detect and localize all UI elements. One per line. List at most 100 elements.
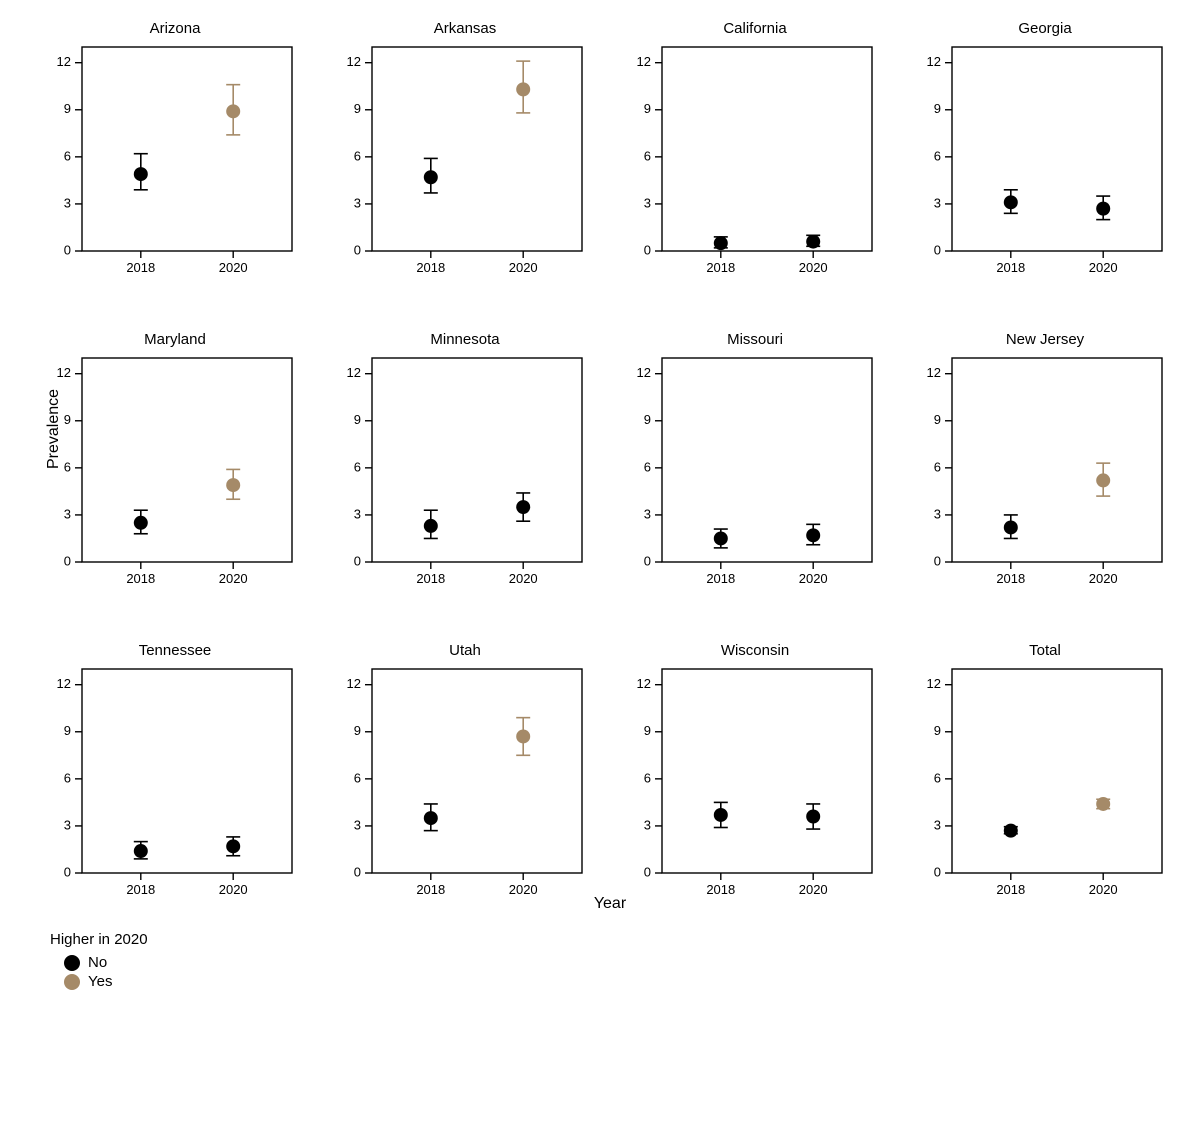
x-tick-label: 2020 xyxy=(1089,260,1118,275)
panel-svg: 03691220182020 xyxy=(920,41,1170,281)
chart-panel: Total03691220182020 xyxy=(920,642,1170,903)
data-marker xyxy=(1096,797,1110,811)
y-axis-label: Prevalence xyxy=(45,389,63,469)
plot-frame xyxy=(82,47,292,251)
panel-svg: 03691220182020 xyxy=(50,663,300,903)
y-tick-label: 0 xyxy=(354,864,361,879)
y-tick-label: 6 xyxy=(644,770,651,785)
plot-frame xyxy=(372,358,582,562)
panel-title: Arizona xyxy=(150,20,201,37)
legend-dot-icon xyxy=(64,955,80,971)
y-tick-label: 12 xyxy=(927,676,941,691)
y-tick-label: 3 xyxy=(644,817,651,832)
panel-svg: 03691220182020 xyxy=(340,41,590,281)
data-marker xyxy=(424,519,438,533)
x-tick-label: 2020 xyxy=(1089,571,1118,586)
panel-svg: 03691220182020 xyxy=(630,41,880,281)
data-marker xyxy=(1004,520,1018,534)
y-tick-label: 3 xyxy=(64,506,71,521)
panel-title: California xyxy=(723,20,786,37)
data-marker xyxy=(1004,195,1018,209)
y-tick-label: 0 xyxy=(644,864,651,879)
chart-panel: California 03691220182020 xyxy=(630,20,880,281)
data-marker xyxy=(424,170,438,184)
panel-svg: 03691220182020 xyxy=(340,352,590,592)
y-tick-label: 0 xyxy=(934,242,941,257)
data-marker xyxy=(806,528,820,542)
panel-svg: 03691220182020 xyxy=(630,352,880,592)
panel-title: Total xyxy=(1029,642,1061,659)
y-tick-label: 3 xyxy=(934,817,941,832)
panel-svg: 03691220182020 xyxy=(920,663,1170,903)
y-tick-label: 6 xyxy=(64,459,71,474)
x-tick-label: 2020 xyxy=(509,260,538,275)
x-tick-label: 2018 xyxy=(996,571,1025,586)
y-tick-label: 9 xyxy=(934,101,941,116)
data-marker xyxy=(714,808,728,822)
y-tick-label: 0 xyxy=(934,553,941,568)
plot-frame xyxy=(82,358,292,562)
data-marker xyxy=(516,500,530,514)
y-tick-label: 3 xyxy=(354,817,361,832)
x-tick-label: 2018 xyxy=(126,882,155,897)
panel-title: Utah xyxy=(449,642,481,659)
plot-frame xyxy=(372,669,582,873)
data-marker xyxy=(1096,473,1110,487)
y-tick-label: 9 xyxy=(354,723,361,738)
x-tick-label: 2018 xyxy=(706,882,735,897)
x-tick-label: 2020 xyxy=(219,571,248,586)
x-tick-label: 2020 xyxy=(219,260,248,275)
y-tick-label: 12 xyxy=(57,365,71,380)
data-marker xyxy=(134,516,148,530)
legend: Higher in 2020 NoYes xyxy=(50,931,1170,990)
x-tick-label: 2020 xyxy=(799,882,828,897)
plot-frame xyxy=(662,47,872,251)
y-tick-label: 9 xyxy=(644,412,651,427)
legend-item-label: Yes xyxy=(88,973,112,990)
x-tick-label: 2018 xyxy=(126,571,155,586)
data-marker xyxy=(226,478,240,492)
chart-panel: New Jersey03691220182020 xyxy=(920,331,1170,592)
y-tick-label: 12 xyxy=(347,676,361,691)
plot-frame xyxy=(372,47,582,251)
y-tick-label: 3 xyxy=(354,195,361,210)
x-tick-label: 2020 xyxy=(219,882,248,897)
y-tick-label: 0 xyxy=(354,553,361,568)
y-tick-label: 3 xyxy=(644,506,651,521)
x-tick-label: 2018 xyxy=(996,882,1025,897)
chart-panel: Wisconsin03691220182020 xyxy=(630,642,880,903)
data-marker xyxy=(134,167,148,181)
chart-panel: Arizona03691220182020 xyxy=(50,20,300,281)
y-tick-label: 9 xyxy=(644,101,651,116)
data-marker xyxy=(806,235,820,249)
plot-frame xyxy=(662,669,872,873)
x-tick-label: 2018 xyxy=(996,260,1025,275)
y-tick-label: 9 xyxy=(64,723,71,738)
legend-dot-icon xyxy=(64,974,80,990)
y-tick-label: 3 xyxy=(934,506,941,521)
panel-svg: 03691220182020 xyxy=(340,663,590,903)
y-tick-label: 3 xyxy=(644,195,651,210)
panel-title: Maryland xyxy=(144,331,206,348)
plot-frame xyxy=(952,358,1162,562)
panel-title: Georgia xyxy=(1018,20,1071,37)
y-tick-label: 6 xyxy=(64,148,71,163)
y-tick-label: 6 xyxy=(354,459,361,474)
y-tick-label: 6 xyxy=(934,148,941,163)
y-tick-label: 6 xyxy=(64,770,71,785)
y-tick-label: 6 xyxy=(934,770,941,785)
plot-frame xyxy=(662,358,872,562)
x-tick-label: 2020 xyxy=(1089,882,1118,897)
plot-frame xyxy=(952,47,1162,251)
y-tick-label: 3 xyxy=(934,195,941,210)
x-tick-label: 2020 xyxy=(509,882,538,897)
data-marker xyxy=(1004,824,1018,838)
chart-panel: Arkansas 03691220182020 xyxy=(340,20,590,281)
legend-item: No xyxy=(50,954,1170,971)
data-marker xyxy=(714,236,728,250)
panel-title: Arkansas xyxy=(434,20,497,37)
y-tick-label: 12 xyxy=(57,676,71,691)
y-tick-label: 12 xyxy=(637,365,651,380)
data-marker xyxy=(226,104,240,118)
data-marker xyxy=(516,729,530,743)
